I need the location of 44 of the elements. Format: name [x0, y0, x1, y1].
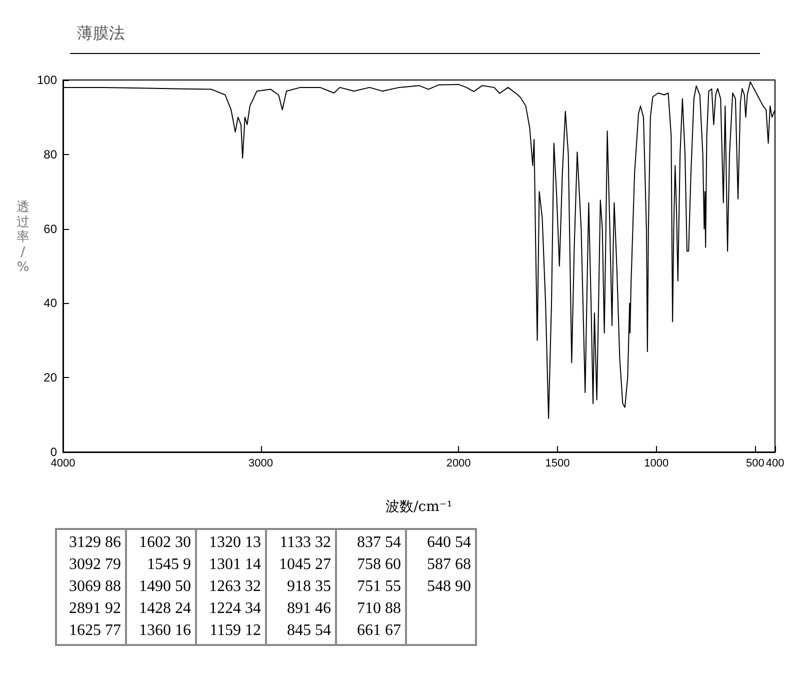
- x-axis-title: 波数/cm⁻¹: [386, 499, 452, 515]
- text: 1360 16: [138, 621, 191, 641]
- text: 1263 32: [208, 577, 261, 597]
- x-tick-label: 400: [766, 458, 784, 470]
- text: 837 54: [356, 533, 401, 553]
- text: 640 54: [426, 533, 471, 553]
- text: 1490 50: [138, 577, 191, 597]
- x-tick-label: 2000: [446, 458, 471, 470]
- text: 1545 9: [146, 555, 191, 575]
- text: 1045 27: [278, 555, 331, 575]
- text: 2891 92: [68, 599, 121, 619]
- y-tick-label: 0: [50, 445, 58, 459]
- text: 3129 86: [68, 533, 121, 553]
- text: 710 88: [356, 599, 401, 619]
- text: 548 90: [426, 577, 471, 597]
- text: 1428 24: [138, 599, 191, 619]
- text: 1159 12: [208, 621, 261, 641]
- text: 1625 77: [68, 621, 121, 641]
- text: 1224 34: [208, 599, 261, 619]
- text: 587 68: [426, 555, 471, 575]
- x-tick-label: 4000: [50, 458, 76, 470]
- text: 1320 13: [208, 533, 261, 553]
- text: 845 54: [286, 621, 331, 641]
- text: 661 67: [356, 621, 401, 641]
- x-tick-label: 1500: [545, 458, 570, 470]
- text: 758 60: [356, 555, 401, 575]
- x-tick-label: 3000: [248, 458, 274, 470]
- y-tick-label: 80: [44, 147, 58, 162]
- y-tick-label: 20: [44, 370, 58, 385]
- text: 1301 14: [208, 555, 261, 575]
- y-tick-label: 60: [44, 222, 58, 236]
- y-tick-label: 40: [44, 296, 58, 310]
- text: 751 55: [356, 577, 401, 597]
- text: 3069 88: [68, 577, 121, 597]
- text: 1133 32: [278, 533, 331, 553]
- x-tick-label: 1000: [644, 458, 669, 470]
- y-tick-label: 100: [36, 73, 58, 87]
- text: 3092 79: [68, 555, 121, 575]
- chart-title: 薄膜法: [77, 24, 125, 42]
- text: 918 35: [286, 577, 331, 597]
- text: 891 46: [286, 599, 331, 619]
- text: 1602 30: [138, 533, 191, 553]
- y-axis-title: 透过率/%: [16, 200, 30, 275]
- x-tick-label: 500: [746, 458, 764, 470]
